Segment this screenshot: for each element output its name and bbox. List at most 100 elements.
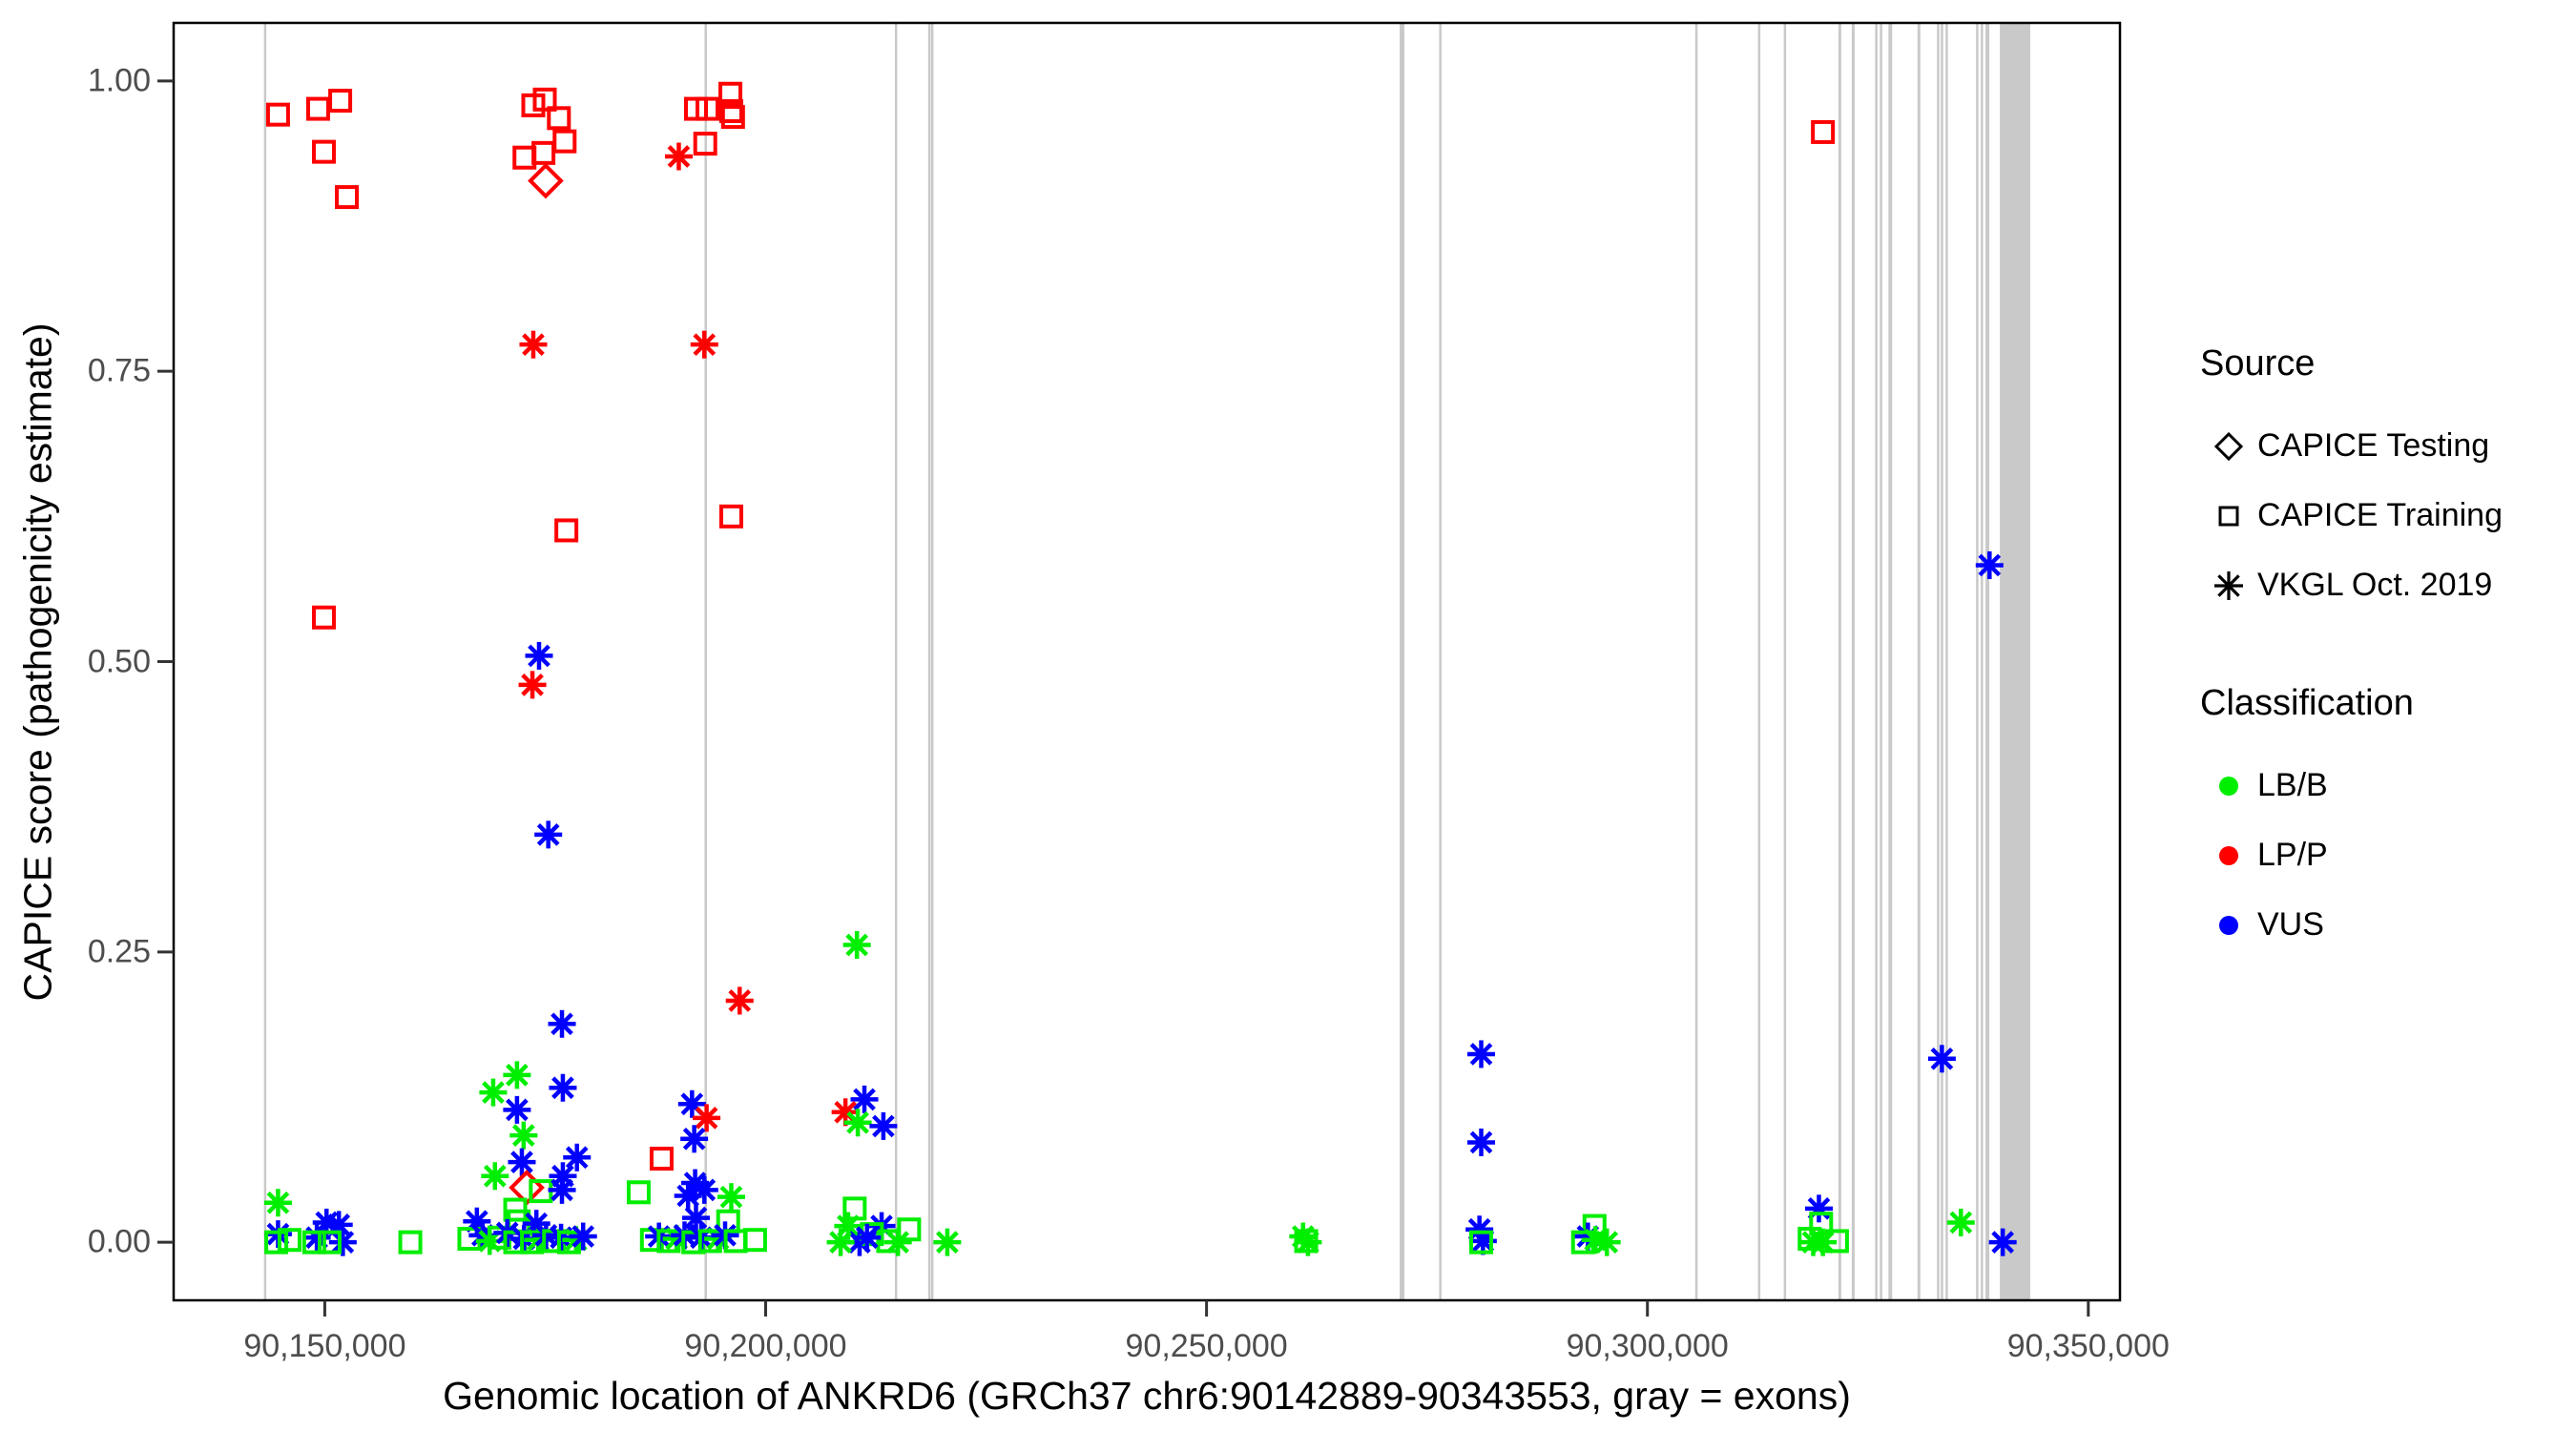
point-asterisk xyxy=(677,1089,706,1118)
point-asterisk xyxy=(842,931,871,960)
point-asterisk xyxy=(1592,1228,1621,1256)
point-asterisk xyxy=(509,1121,538,1150)
point-square xyxy=(720,105,745,130)
point-diamond xyxy=(528,162,564,199)
point-asterisk xyxy=(1467,1128,1496,1156)
point-square xyxy=(264,1230,289,1255)
point-asterisk xyxy=(263,1189,292,1217)
point-asterisk xyxy=(674,1181,702,1210)
legend-item-lpp: LP/P xyxy=(2200,820,2572,890)
legend-item-label: LB/B xyxy=(2257,767,2328,803)
y-tick-label: 0.75 xyxy=(87,352,151,389)
exon-band xyxy=(1945,23,1948,1300)
point-square xyxy=(317,1230,342,1255)
point-asterisk xyxy=(525,641,553,670)
point-asterisk xyxy=(549,1073,577,1102)
point-square xyxy=(311,605,336,630)
x-tick-label: 90,200,000 xyxy=(684,1328,847,1364)
y-tick-label: 0.00 xyxy=(87,1223,151,1260)
point-square xyxy=(512,145,537,170)
point-square xyxy=(554,518,579,543)
point-asterisk xyxy=(563,1143,592,1172)
point-square xyxy=(311,139,336,164)
legend: Source CAPICE Testing CAPICE Training xyxy=(2200,343,2572,1023)
point-square xyxy=(552,129,577,154)
point-asterisk xyxy=(1294,1228,1322,1256)
point-square xyxy=(696,96,720,121)
y-tick-label: 0.50 xyxy=(87,643,151,679)
point-asterisk xyxy=(534,820,563,849)
exon-band xyxy=(1439,23,1442,1300)
x-tick-label: 90,350,000 xyxy=(2006,1328,2170,1364)
point-asterisk xyxy=(1927,1045,1956,1073)
point-asterisk xyxy=(548,1175,576,1204)
point-square xyxy=(649,1146,674,1171)
point-asterisk xyxy=(302,1223,331,1252)
exon-band xyxy=(1838,23,1841,1300)
point-asterisk xyxy=(883,1228,912,1256)
point-square xyxy=(718,504,743,529)
y-tick-label: 0.25 xyxy=(87,933,151,970)
point-asterisk xyxy=(853,1223,882,1252)
legend-item-label: VKGL Oct. 2019 xyxy=(2257,567,2493,603)
exon-band xyxy=(1976,23,1979,1300)
lpp-dot-icon xyxy=(2200,845,2257,865)
point-asterisk xyxy=(328,1228,357,1256)
point-asterisk xyxy=(503,1061,531,1089)
exon-band xyxy=(1783,23,1787,1300)
point-asterisk xyxy=(569,1222,597,1251)
point-asterisk xyxy=(680,1125,709,1153)
point-asterisk xyxy=(664,142,693,171)
point-asterisk xyxy=(725,986,754,1015)
legend-classification-title: Classification xyxy=(2200,683,2414,723)
point-asterisk xyxy=(481,1162,509,1191)
exon-band xyxy=(1941,23,1943,1300)
x-tick-label: 90,250,000 xyxy=(1125,1328,1288,1364)
point-asterisk xyxy=(826,1228,855,1256)
point-asterisk xyxy=(548,1009,576,1038)
point-square xyxy=(1811,119,1836,144)
lbb-dot-icon xyxy=(2200,776,2257,796)
point-asterisk xyxy=(1809,1228,1838,1256)
point-square xyxy=(277,1228,301,1253)
exon-band xyxy=(1694,23,1698,1300)
exon-band xyxy=(1985,23,1990,1300)
point-square xyxy=(532,87,557,112)
point-square xyxy=(1469,1230,1494,1255)
exon-band xyxy=(1875,23,1878,1300)
point-square xyxy=(531,140,556,165)
point-square xyxy=(398,1230,423,1255)
exon-band xyxy=(263,23,267,1300)
point-asterisk xyxy=(693,1104,721,1132)
exon-band xyxy=(930,23,934,1300)
legend-item-label: CAPICE Testing xyxy=(2257,427,2490,464)
point-asterisk xyxy=(869,1111,898,1140)
x-axis-title: Genomic location of ANKRD6 (GRCh37 chr6:… xyxy=(443,1374,1851,1418)
point-square xyxy=(693,132,717,156)
panel-border xyxy=(172,21,2122,1302)
x-tick-label: 90,150,000 xyxy=(243,1328,406,1364)
legend-item-capice-training: CAPICE Training xyxy=(2200,481,2572,550)
point-square xyxy=(547,106,571,131)
point-square xyxy=(718,81,743,106)
point-square xyxy=(626,1180,651,1205)
legend-item-lbb: LB/B xyxy=(2200,751,2572,820)
asterisk-icon xyxy=(2200,565,2257,607)
point-asterisk xyxy=(1467,1040,1496,1068)
point-asterisk xyxy=(843,1109,872,1137)
square-icon xyxy=(2200,497,2257,535)
point-square xyxy=(335,185,360,210)
point-asterisk xyxy=(850,1085,879,1113)
x-tick-label: 90,300,000 xyxy=(1566,1328,1729,1364)
diamond-icon xyxy=(2200,427,2257,466)
point-asterisk xyxy=(1946,1208,1975,1236)
y-axis-title: CAPICE score (pathogenicity estimate) xyxy=(15,322,60,1002)
legend-item-label: CAPICE Training xyxy=(2257,497,2503,533)
vus-dot-icon xyxy=(2200,915,2257,935)
legend-item-vus: VUS xyxy=(2200,890,2572,960)
point-square xyxy=(301,1230,326,1255)
point-asterisk xyxy=(1975,550,2004,579)
legend-item-label: LP/P xyxy=(2257,837,2328,873)
point-square xyxy=(265,102,290,127)
exon-band xyxy=(1757,23,1761,1300)
